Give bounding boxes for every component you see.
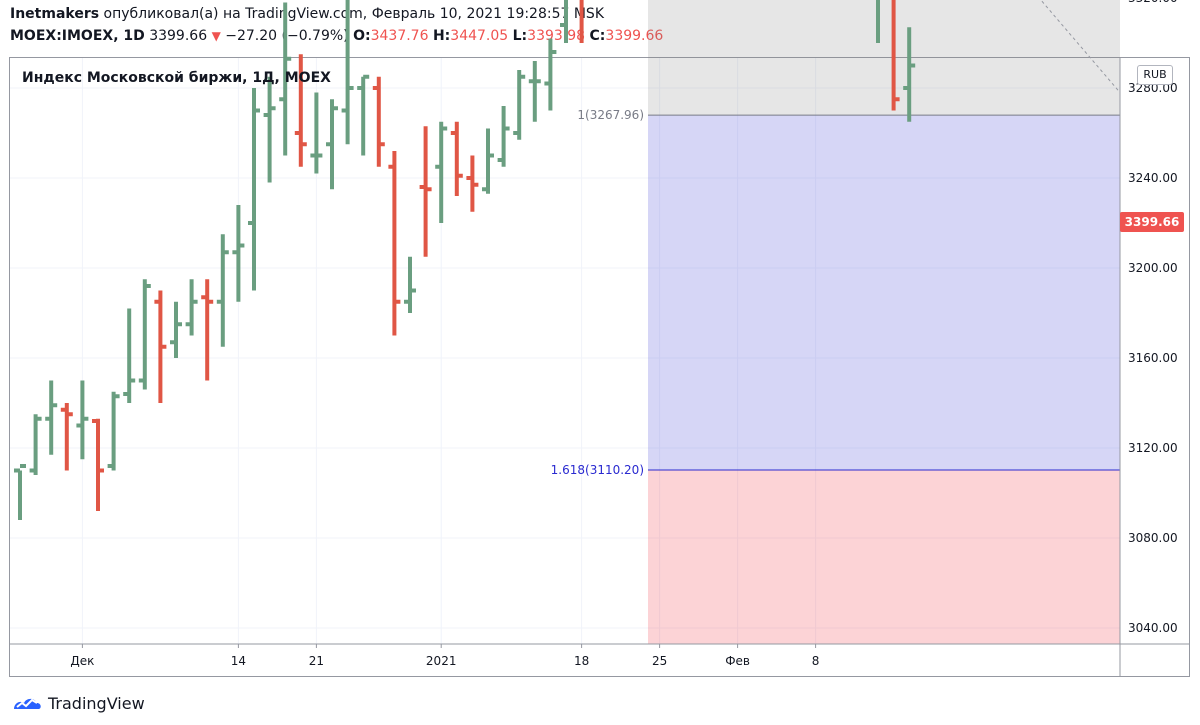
- y-tick-label: 3160.00: [1128, 351, 1178, 365]
- x-tick-label: Фев: [725, 654, 750, 668]
- symbol-label[interactable]: MOEX:IMOEX, 1D: [10, 28, 145, 44]
- y-tick-label: 3200.00: [1128, 261, 1178, 275]
- published-text: опубликовал(а) на TradingView.com, Февра…: [103, 6, 605, 22]
- ohlc-bar: [29, 414, 42, 475]
- low-value: 3393.98: [527, 28, 586, 44]
- x-tick-label: 14: [231, 654, 246, 668]
- fib-zone: [648, 0, 1120, 116]
- close-value: 3399.66: [605, 28, 664, 44]
- x-tick-label: Дек: [70, 654, 94, 668]
- ohlc-bar: [14, 464, 26, 520]
- y-tick-label: 3240.00: [1128, 171, 1178, 185]
- chart-frame: [9, 57, 1190, 677]
- ohlc-bar: [450, 121, 463, 196]
- ohlc-bar: [876, 0, 880, 43]
- ohlc-bar: [388, 151, 401, 336]
- low-label: L:: [512, 28, 528, 44]
- ohlc-bar: [326, 99, 338, 190]
- ohlc-bar: [123, 308, 136, 403]
- currency-badge[interactable]: RUB: [1137, 65, 1173, 85]
- x-tick-label: 18: [574, 654, 589, 668]
- ohlc-bar: [482, 128, 494, 194]
- brand-name: TradingView: [48, 693, 145, 713]
- ohlc-bar: [372, 76, 385, 167]
- chart-title: Индекс Московской биржи, 1Д, MOEX: [22, 70, 331, 86]
- y-tick-label: 3040.00: [1128, 621, 1178, 635]
- ohlc-bar: [544, 38, 557, 111]
- author-name[interactable]: Inetmakers: [10, 6, 100, 22]
- ohlc-bar: [528, 61, 541, 122]
- high-label: H:: [432, 28, 451, 44]
- ohlc-bar: [170, 301, 182, 358]
- high-value: 3447.05: [450, 28, 509, 44]
- y-tick-label: 3320.00: [1128, 0, 1178, 5]
- tradingview-logo-icon: [14, 698, 41, 709]
- y-tick-label: 3120.00: [1128, 441, 1178, 455]
- ohlc-bar: [435, 121, 448, 223]
- ohlc-bar: [513, 70, 526, 140]
- ohlc-bar: [310, 92, 323, 174]
- current-price-tag: 3399.66: [1120, 212, 1184, 232]
- x-tick-label: 2021: [426, 654, 457, 668]
- y-tick-label: 3080.00: [1128, 531, 1178, 545]
- fib-level-label: 1(3267.96): [577, 108, 644, 122]
- ohlc-bar: [341, 0, 354, 145]
- ohlc-bar: [294, 54, 307, 167]
- open-value: 3437.76: [370, 28, 429, 44]
- down-arrow-icon: ▼: [211, 29, 221, 43]
- ohlc-bar: [891, 0, 900, 111]
- ohlc-bar: [216, 234, 229, 347]
- open-label: O:: [353, 28, 371, 44]
- last-price: 3399.66: [149, 28, 208, 44]
- ohlc-bar: [138, 279, 151, 390]
- x-tick-label: 25: [652, 654, 667, 668]
- ohlc-bar: [903, 27, 916, 122]
- fib-zone: [648, 115, 1120, 471]
- ohlc-bar: [92, 418, 104, 511]
- fib-zone: [648, 470, 1120, 644]
- quote-line: MOEX:IMOEX, 1D 3399.66 ▼ −27.20 (−0.79%)…: [10, 28, 663, 44]
- ohlc-bar: [497, 106, 510, 167]
- ohlc-bar: [201, 279, 214, 381]
- ohlc-bar: [560, 0, 568, 43]
- ohlc-bar: [154, 290, 167, 403]
- ohlc-bar: [579, 0, 584, 43]
- ohlc-bar: [466, 155, 479, 212]
- ohlc-bar: [357, 74, 370, 156]
- tradingview-logo[interactable]: TradingView: [12, 692, 145, 714]
- ohlc-bar: [232, 205, 245, 302]
- close-label: C:: [589, 28, 606, 44]
- fib-level-label: 1.618(3110.20): [551, 463, 644, 477]
- ohlc-bar: [76, 380, 89, 460]
- ohlc-bar: [107, 391, 120, 471]
- ohlc-bar: [279, 2, 292, 156]
- ohlc-bar: [263, 76, 276, 183]
- ohlc-bar: [60, 403, 73, 471]
- ohlc-bar: [404, 256, 416, 313]
- publication-line: Inetmakers опубликовал(а) на TradingView…: [10, 6, 604, 22]
- ohlc-bar: [185, 279, 198, 336]
- ohlc-bar: [45, 380, 58, 455]
- ohlc-bar: [419, 126, 432, 257]
- x-tick-label: 8: [812, 654, 820, 668]
- x-tick-label: 21: [309, 654, 324, 668]
- ohlc-bar: [248, 88, 260, 291]
